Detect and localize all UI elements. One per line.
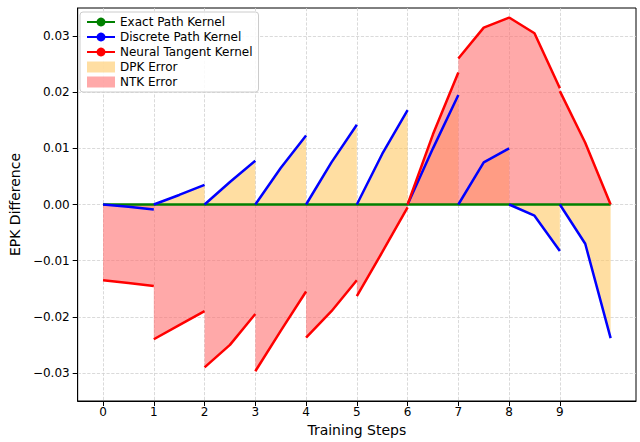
- svg-text:4: 4: [302, 405, 310, 419]
- svg-text:Exact Path Kernel: Exact Path Kernel: [120, 15, 225, 29]
- svg-text:0: 0: [99, 405, 107, 419]
- svg-text:0.00: 0.00: [43, 198, 70, 212]
- svg-text:3: 3: [252, 405, 260, 419]
- svg-text:−0.02: −0.02: [33, 310, 70, 324]
- svg-text:−0.03: −0.03: [33, 366, 70, 380]
- svg-text:7: 7: [455, 405, 463, 419]
- svg-text:EPK Difference: EPK Difference: [7, 153, 23, 256]
- svg-text:9: 9: [556, 405, 564, 419]
- svg-text:Neural Tangent Kernel: Neural Tangent Kernel: [120, 45, 253, 59]
- svg-text:6: 6: [404, 405, 412, 419]
- svg-text:0.03: 0.03: [43, 29, 70, 43]
- svg-text:−0.01: −0.01: [33, 254, 70, 268]
- svg-text:0.01: 0.01: [43, 141, 70, 155]
- svg-text:1: 1: [150, 405, 158, 419]
- svg-text:0.02: 0.02: [43, 85, 70, 99]
- svg-text:Training Steps: Training Steps: [306, 422, 406, 438]
- svg-text:Discrete Path Kernel: Discrete Path Kernel: [120, 30, 241, 44]
- svg-text:NTK Error: NTK Error: [120, 75, 177, 89]
- svg-text:8: 8: [505, 405, 513, 419]
- svg-text:DPK Error: DPK Error: [120, 60, 177, 74]
- svg-text:2: 2: [201, 405, 209, 419]
- svg-text:5: 5: [353, 405, 361, 419]
